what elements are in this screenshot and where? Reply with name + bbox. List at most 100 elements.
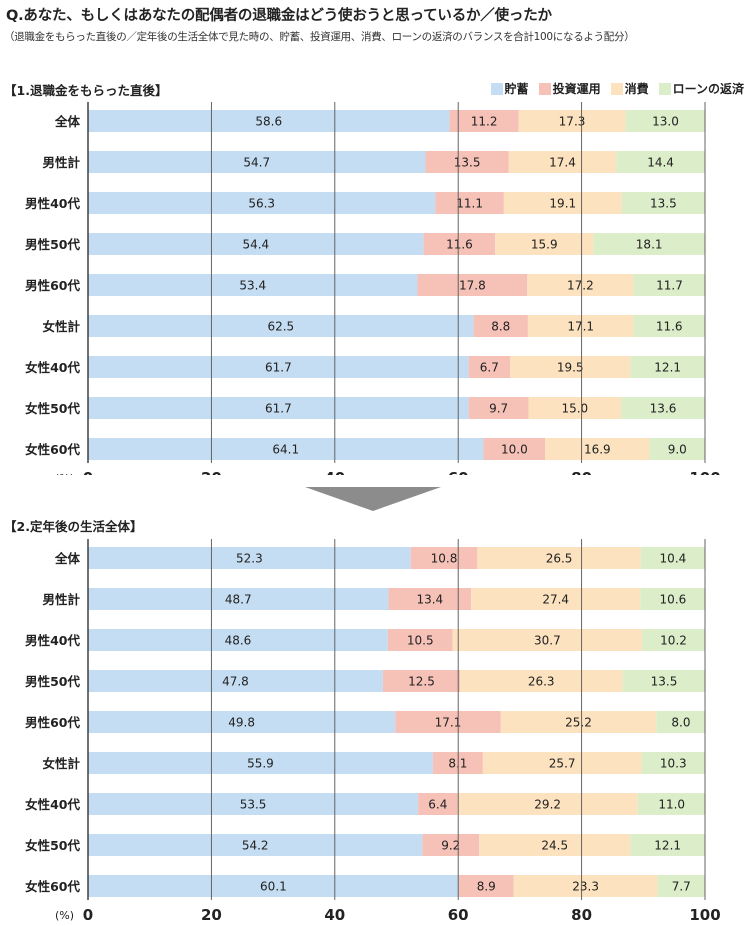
data-label-consumption: 17.3	[559, 115, 586, 129]
x-tick-label: 60	[448, 469, 469, 475]
bar-segment-consumption	[477, 547, 641, 569]
data-label-consumption: 17.1	[567, 320, 594, 334]
data-label-consumption: 26.5	[546, 552, 573, 566]
bar-segment-loan	[622, 670, 706, 692]
chart1-title: 【1.退職金をもらった直後】	[4, 83, 168, 98]
data-label-savings: 48.6	[225, 634, 252, 648]
bar-segment-investment	[410, 547, 478, 569]
legend-label-loan: ローンの返済	[672, 82, 744, 96]
bar-segment-loan	[621, 397, 705, 419]
data-label-loan: 11.6	[656, 320, 683, 334]
bar-segment-investment	[425, 151, 509, 173]
category-label: 女性50代	[25, 838, 80, 853]
bar-segment-consumption	[527, 274, 634, 296]
bar-segment-consumption	[479, 834, 631, 856]
bar-segment-loan	[625, 110, 706, 132]
data-label-consumption: 17.2	[567, 279, 594, 293]
bar-segment-savings	[88, 397, 469, 419]
category-label: 男性50代	[25, 237, 80, 252]
bar-segment-loan	[640, 588, 706, 610]
bar-segment-investment	[382, 670, 461, 692]
bar-segment-investment	[473, 315, 528, 337]
data-label-loan: 14.4	[647, 156, 674, 170]
data-label-loan: 11.7	[656, 279, 683, 293]
bar-segment-savings	[88, 192, 436, 214]
data-label-savings: 54.4	[242, 238, 269, 252]
data-label-savings: 62.5	[267, 320, 294, 334]
category-label: 男性40代	[25, 633, 80, 648]
bar-segment-investment	[458, 875, 514, 897]
data-label-investment: 6.4	[428, 798, 447, 812]
legend-swatch-loan	[658, 82, 671, 95]
data-label-investment: 9.2	[441, 839, 460, 853]
chart2-title: 【2.定年後の生活全体】	[4, 519, 143, 534]
data-label-investment: 8.9	[477, 880, 496, 894]
data-label-savings: 56.3	[248, 197, 275, 211]
data-label-consumption: 19.5	[557, 361, 584, 375]
bar-segment-loan	[633, 274, 706, 296]
x-tick-label: 0	[83, 906, 93, 922]
data-label-consumption: 15.0	[561, 402, 588, 416]
x-tick-label: 80	[571, 469, 592, 475]
legend-swatch-savings	[490, 82, 503, 95]
data-label-consumption: 19.1	[549, 197, 576, 211]
x-tick-label: 60	[448, 906, 469, 922]
data-label-savings: 54.7	[243, 156, 270, 170]
legend-label-investment: 投資運用	[552, 82, 601, 96]
data-label-investment: 9.7	[489, 402, 508, 416]
bar-segment-loan	[649, 438, 705, 460]
data-label-investment: 11.1	[456, 197, 483, 211]
bar-segment-consumption	[528, 397, 622, 419]
x-tick-label: 100	[689, 906, 720, 922]
bar-segment-consumption	[518, 110, 626, 132]
bar-segment-savings	[88, 752, 433, 774]
data-label-investment: 11.6	[446, 238, 473, 252]
bar-segment-investment	[483, 438, 546, 460]
category-label: 女性40代	[25, 360, 80, 375]
data-label-loan: 7.7	[672, 880, 691, 894]
data-label-consumption: 16.9	[584, 443, 611, 457]
down-arrow-icon	[305, 487, 441, 511]
category-label: 女性50代	[25, 401, 80, 416]
category-label: 男性60代	[25, 715, 80, 730]
data-label-loan: 9.0	[668, 443, 687, 457]
legend: 貯蓄 投資運用 消費 ローンの返済	[490, 80, 744, 97]
bar-segment-savings	[88, 711, 396, 733]
category-label: 女性60代	[25, 879, 80, 894]
data-label-loan: 10.3	[660, 757, 687, 771]
category-label: 全体	[54, 551, 81, 566]
category-label: 女性40代	[25, 797, 80, 812]
bar-segment-loan	[621, 192, 705, 214]
data-label-investment: 13.4	[416, 593, 443, 607]
chart2-plot: 全体 52.3 10.8 26.5 10.4 男性計 48.7 13.4 27.4 10.6 男性4…	[25, 539, 721, 922]
category-label: 男性計	[42, 592, 80, 607]
data-label-loan: 13.5	[650, 197, 677, 211]
bar-segment-savings	[88, 233, 424, 255]
x-tick-label: 20	[201, 906, 222, 922]
bar-segment-loan	[657, 875, 705, 897]
data-label-consumption: 30.7	[534, 634, 561, 648]
legend-item-consumption: 消費	[610, 80, 649, 97]
bar-segment-investment	[422, 834, 480, 856]
legend-item-investment: 投資運用	[538, 80, 601, 97]
bar-segment-investment	[417, 274, 528, 296]
legend-label-savings: 貯蓄	[504, 82, 529, 96]
bar-segment-savings	[88, 151, 426, 173]
data-label-consumption: 27.4	[542, 593, 569, 607]
bar-segment-investment	[387, 629, 453, 651]
x-axis-unit: (%)	[55, 909, 74, 922]
data-label-loan: 13.6	[650, 402, 677, 416]
bar-segment-investment	[423, 233, 496, 255]
data-label-loan: 8.0	[671, 716, 690, 730]
bar-segment-investment	[388, 588, 472, 610]
bar-segment-consumption	[495, 233, 594, 255]
category-label: 男性50代	[25, 674, 80, 689]
data-label-savings: 47.8	[222, 675, 249, 689]
bar-segment-consumption	[482, 752, 642, 774]
bar-segment-consumption	[471, 588, 641, 610]
data-label-investment: 8.8	[491, 320, 510, 334]
bar-segment-savings	[88, 875, 459, 897]
bar-segment-savings	[88, 438, 484, 460]
data-label-consumption: 17.4	[549, 156, 576, 170]
category-label: 男性計	[42, 155, 80, 170]
